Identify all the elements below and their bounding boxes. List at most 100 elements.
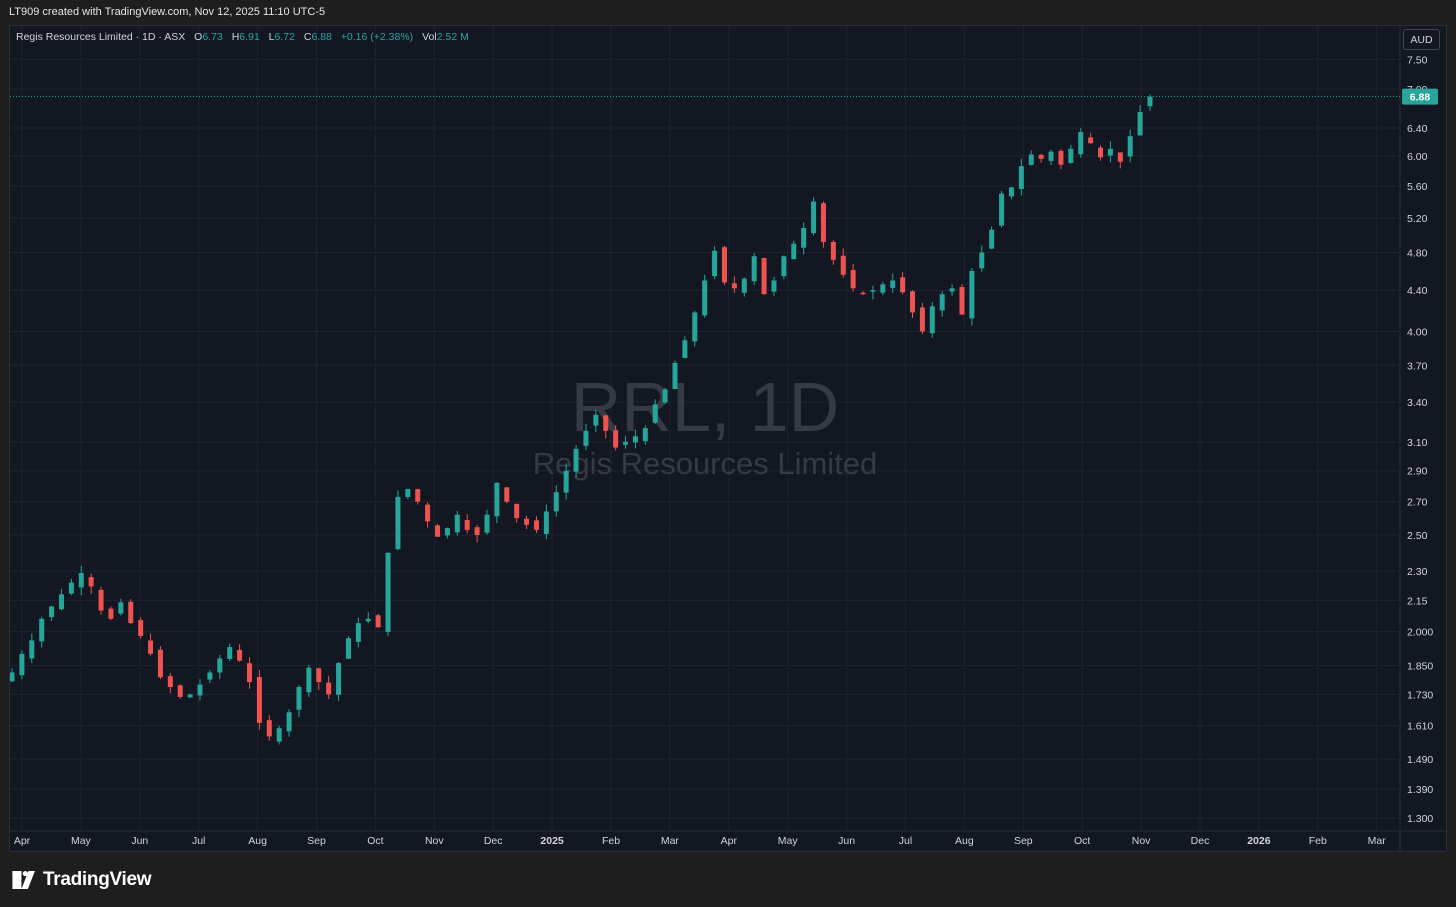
candle-body [385,552,391,632]
candle-body [1107,148,1113,156]
price-tick-label: 7.50 [1407,54,1428,66]
candle-body [929,306,935,334]
time-tick-label: 2026 [1247,835,1271,847]
candle-body [128,601,134,624]
footer-bar [0,853,1456,907]
time-tick-label: Jun [838,835,855,847]
price-tick-label: 3.10 [1407,437,1428,449]
symbol-legend: Regis Resources Limited · 1D · ASX O6.73… [16,31,475,43]
volume-label: Vol [422,31,437,43]
price-tick-label: 1.390 [1407,784,1433,796]
time-tick-label: Dec [1191,835,1210,847]
candle-body [751,256,757,282]
candle-body [1088,137,1094,144]
candle-body [1147,96,1153,107]
tradingview-brand: TradingView [43,869,152,890]
symbol-name[interactable]: Regis Resources Limited · 1D · ASX [16,31,186,43]
tradingview-logo-icon [12,871,35,889]
candle-body [138,620,144,636]
candle-body [435,525,441,537]
price-tick-label: 3.40 [1407,397,1428,409]
currency-button[interactable]: AUD [1403,29,1440,50]
candle-body [662,389,668,403]
candle-body [563,470,569,493]
price-tick-label: 4.40 [1407,285,1428,297]
candle-body [336,663,342,695]
candle-body [375,615,381,628]
candle-body [39,618,45,642]
open-label: O [194,31,203,43]
candle-body [652,404,658,423]
candle-body [603,415,609,431]
candle-body [949,288,955,292]
price-tick-label: 2.50 [1407,530,1428,542]
candle-body [712,250,718,277]
candle-body [454,514,460,533]
price-tick-label: 2.000 [1407,627,1433,639]
candle-body [474,527,480,536]
candle-body [761,258,767,295]
low-value: 6.72 [274,31,295,43]
high-label: H [231,31,240,43]
candle-body [58,594,64,610]
time-tick-label: 2025 [540,835,564,847]
time-tick-label: Sep [307,835,326,847]
candle-body [830,241,836,260]
candle-body [108,608,114,619]
candle-body [217,658,223,673]
candle-body [19,653,25,676]
candle-body [1068,148,1074,163]
close-value: 6.88 [311,31,332,43]
price-tick-label: 2.70 [1407,497,1428,509]
candle-body [266,720,272,737]
candle-body [177,685,183,697]
price-tick-label: 1.730 [1407,689,1433,701]
candle-body [187,694,193,698]
candle-body [613,430,619,448]
candle-body [78,573,84,588]
candle-body [514,503,520,519]
candle-body [49,606,55,618]
price-tick-label: 5.20 [1407,213,1428,225]
candle-body [642,428,648,442]
close-label: C [303,31,312,43]
candle-body [969,270,975,319]
candle-body [702,280,708,316]
time-tick-label: Dec [484,835,503,847]
time-tick-label: Aug [248,835,267,847]
chart-credit: LT909 created with TradingView.com, Nov … [9,6,326,18]
candle-body [286,712,292,732]
price-tick-label: 2.15 [1407,595,1428,607]
time-tick-label: Oct [367,835,383,847]
low-label: L [268,31,275,43]
candle-body [1048,151,1054,161]
candle-body [573,448,579,472]
price-tick-label: 1.300 [1407,813,1433,825]
candle-body [840,255,846,275]
change-value: +0.16 (+2.38%) [340,31,414,43]
candle-body [88,577,94,587]
time-tick-label: Mar [1368,835,1387,847]
price-tick-label: 1.850 [1407,660,1433,672]
candle-body [721,247,727,283]
time-tick-label: Mar [661,835,680,847]
candle-body [118,602,124,614]
candle-body [227,647,233,659]
top-bar: LT909 created with TradingView.com, Nov … [0,0,1456,24]
candle-body [553,492,559,512]
candle-body [246,663,252,683]
candle-body [276,728,282,742]
candle-body [355,623,361,642]
candle-body [1058,150,1064,165]
price-tick-label: 6.40 [1407,123,1428,135]
candle-body [801,228,807,248]
price-tick-label: 1.490 [1407,754,1433,766]
candle-body [504,487,510,502]
time-tick-label: Nov [1132,835,1151,847]
candle-body [682,340,688,358]
candle-body [365,618,371,622]
candle-body [1127,136,1133,157]
tradingview-logo[interactable]: TradingView [11,869,152,890]
